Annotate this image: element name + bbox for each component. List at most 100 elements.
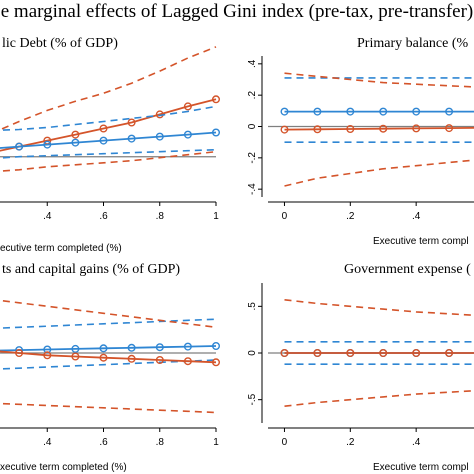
- orange-estimate-point: [127, 354, 136, 363]
- panel-primary-balance: Primary balance (% Executive term compl …: [247, 36, 474, 247]
- orange-estimate-point: [127, 118, 136, 127]
- x-tick-label: .8: [156, 437, 165, 448]
- orange-upper-ci-line: [284, 72, 474, 88]
- panel-title: Government expense (: [344, 262, 471, 277]
- orange-estimate-point: [346, 349, 355, 358]
- blue-upper-ci-line: [0, 105, 217, 131]
- orange-upper-ci-line: [0, 46, 217, 131]
- blue-estimate-point: [183, 130, 192, 139]
- x-tick-label: .4: [43, 437, 52, 448]
- blue-estimate-point: [71, 344, 80, 353]
- x-tick-label: 0: [282, 437, 288, 448]
- orange-estimate-point: [99, 124, 108, 133]
- blue-lower-ci-line: [0, 359, 217, 370]
- blue-estimate-point: [313, 107, 322, 116]
- y-tick-label: 0: [247, 123, 258, 129]
- x-tick-label: .8: [156, 211, 165, 222]
- blue-estimate-point: [155, 343, 164, 352]
- y-tick-label: 0: [247, 350, 258, 356]
- orange-estimate-point: [379, 124, 388, 133]
- blue-estimate-point: [127, 134, 136, 143]
- orange-estimate-point: [346, 124, 355, 133]
- orange-estimate-point: [379, 349, 388, 358]
- panel-public-debt: lic Debt (% of GDP) ecutive term complet…: [0, 36, 220, 254]
- orange-upper-ci-line: [284, 299, 474, 317]
- blue-estimate-point: [211, 128, 220, 137]
- blue-estimate-point: [155, 132, 164, 141]
- blue-estimate-point: [379, 107, 388, 116]
- orange-estimate-point: [43, 351, 52, 360]
- orange-estimate-point: [183, 102, 192, 111]
- blue-upper-ci-line: [0, 318, 217, 329]
- blue-estimate-line: [0, 345, 217, 352]
- orange-estimate-point: [412, 349, 421, 358]
- orange-lower-ci-line: [284, 389, 474, 407]
- orange-estimate-point: [71, 130, 80, 139]
- blue-estimate-point: [211, 342, 220, 351]
- blue-estimate-point: [412, 107, 421, 116]
- orange-estimate-point: [71, 352, 80, 361]
- panel-government-expense: Government expense ( Executive term comp…: [247, 262, 474, 473]
- orange-estimate-point: [211, 358, 220, 367]
- panel-profits-capital-gains: ts and capital gains (% of GDP) xecutive…: [0, 262, 220, 473]
- blue-estimate-point: [346, 107, 355, 116]
- orange-estimate-point: [15, 349, 24, 358]
- x-tick-label: .2: [346, 437, 355, 448]
- blue-estimate-point: [99, 136, 108, 145]
- orange-lower-ci-line: [284, 159, 474, 187]
- panel-title: ts and capital gains (% of GDP): [2, 262, 180, 277]
- orange-estimate-point: [280, 125, 289, 134]
- y-tick-label: -.4: [247, 183, 258, 195]
- x-tick-label: .4: [412, 211, 421, 222]
- blue-estimate-point: [15, 142, 24, 151]
- x-tick-label: 0: [282, 211, 288, 222]
- blue-estimate-point: [43, 345, 52, 354]
- x-tick-label: .2: [346, 211, 355, 222]
- x-tick-label: .6: [99, 211, 108, 222]
- orange-estimate-line: [0, 350, 217, 364]
- y-tick-label: .4: [247, 59, 258, 68]
- orange-estimate-point: [412, 124, 421, 133]
- blue-estimate-point: [280, 107, 289, 116]
- orange-estimate-line: [284, 126, 474, 131]
- orange-estimate-point: [155, 356, 164, 365]
- orange-estimate-point: [280, 349, 289, 358]
- y-tick-label: .2: [247, 91, 258, 100]
- orange-estimate-point: [313, 125, 322, 134]
- orange-upper-ci-line: [0, 299, 217, 329]
- blue-lower-ci-line: [0, 148, 217, 159]
- panel-title: Primary balance (%: [357, 36, 469, 51]
- x-axis-label: Executive term compl: [373, 236, 469, 247]
- orange-estimate-line: [0, 98, 217, 152]
- orange-estimate-point: [183, 357, 192, 366]
- blue-estimate-line: [0, 131, 217, 149]
- x-axis-label: xecutive term completed (%): [0, 462, 127, 473]
- blue-estimate-point: [445, 107, 454, 116]
- x-tick-label: 1: [213, 437, 219, 448]
- y-tick-label: .5: [247, 302, 258, 311]
- orange-lower-ci-line: [0, 150, 217, 172]
- orange-estimate-point: [445, 124, 454, 133]
- y-tick-label: -.2: [247, 152, 258, 164]
- panel-title: lic Debt (% of GDP): [2, 36, 118, 51]
- blue-estimate-point: [99, 344, 108, 353]
- x-axis-label: Executive term compl: [373, 462, 469, 473]
- orange-estimate-point: [211, 95, 220, 104]
- blue-estimate-point: [71, 138, 80, 147]
- orange-estimate-point: [99, 353, 108, 362]
- figure-title: e marginal effects of Lagged Gini index …: [1, 1, 474, 22]
- orange-estimate-point: [313, 349, 322, 358]
- x-tick-label: .6: [99, 437, 108, 448]
- x-tick-label: .4: [412, 437, 421, 448]
- blue-estimate-point: [43, 140, 52, 149]
- x-axis-label: ecutive term completed (%): [0, 243, 122, 254]
- orange-lower-ci-line: [0, 402, 217, 414]
- blue-estimate-point: [183, 342, 192, 351]
- x-tick-label: 1: [213, 211, 219, 222]
- x-tick-label: .4: [43, 211, 52, 222]
- orange-estimate-point: [445, 349, 454, 358]
- blue-estimate-point: [127, 343, 136, 352]
- y-tick-label: -.5: [247, 393, 258, 405]
